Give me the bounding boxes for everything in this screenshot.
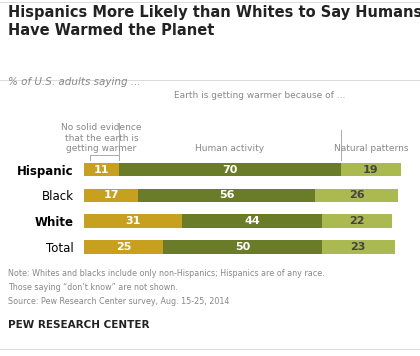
Bar (163, 240, 322, 254)
Text: No solid evidence
that the earth is
getting warmer: No solid evidence that the earth is gett… (61, 123, 142, 153)
Text: Human activity: Human activity (195, 144, 265, 153)
Bar (322, 240, 395, 254)
Text: 70: 70 (222, 164, 238, 174)
Text: 19: 19 (363, 164, 379, 174)
Text: 56: 56 (219, 190, 234, 200)
Text: PEW RESEARCH CENTER: PEW RESEARCH CENTER (8, 320, 150, 330)
Text: 22: 22 (349, 216, 365, 226)
Bar (84, 240, 163, 254)
Bar (84, 214, 182, 228)
Text: 23: 23 (351, 242, 366, 252)
Text: 25: 25 (116, 242, 131, 252)
Text: Note: Whites and blacks include only non-Hispanics; Hispanics are of any race.: Note: Whites and blacks include only non… (8, 269, 325, 278)
Text: Natural patterns: Natural patterns (333, 144, 408, 153)
Bar (182, 214, 322, 228)
Bar (315, 189, 398, 202)
Bar (138, 189, 315, 202)
Text: 11: 11 (94, 164, 109, 174)
Text: 44: 44 (244, 216, 260, 226)
Text: 50: 50 (235, 242, 250, 252)
Bar (341, 163, 401, 176)
Bar (84, 163, 119, 176)
Bar (119, 163, 341, 176)
Text: Source: Pew Research Center survey, Aug. 15-25, 2014: Source: Pew Research Center survey, Aug.… (8, 297, 230, 306)
Text: % of U.S. adults saying ...: % of U.S. adults saying ... (8, 77, 141, 87)
Text: 31: 31 (126, 216, 141, 226)
Bar (84, 189, 138, 202)
Bar (322, 214, 391, 228)
Text: 17: 17 (103, 190, 119, 200)
Text: 26: 26 (349, 190, 365, 200)
Text: Hispanics More Likely than Whites to Say Humans
Have Warmed the Planet: Hispanics More Likely than Whites to Say… (8, 5, 420, 38)
Text: Those saying “don’t know” are not shown.: Those saying “don’t know” are not shown. (8, 283, 178, 292)
Text: Earth is getting warmer because of ...: Earth is getting warmer because of ... (174, 91, 346, 100)
